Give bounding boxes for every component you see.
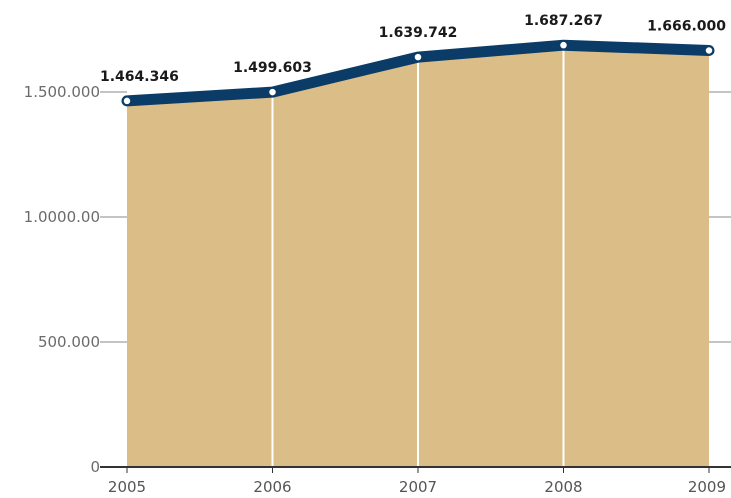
x-tick-label: 2008 bbox=[544, 478, 582, 496]
axis-layer: 0 500.000 1.0000.00 1.500.000 2005 2006 2007 20… bbox=[24, 83, 731, 496]
data-label: 1.464.346 bbox=[100, 69, 179, 85]
y-tick-label: 1.500.000 bbox=[24, 83, 100, 101]
x-tick-label: 2005 bbox=[108, 478, 146, 496]
x-tick-label: 2006 bbox=[253, 478, 291, 496]
x-tick-label: 2007 bbox=[399, 478, 437, 496]
data-point bbox=[122, 96, 132, 106]
data-point bbox=[558, 40, 569, 50]
marker-layer bbox=[122, 40, 714, 106]
data-label: 1.499.603 bbox=[233, 60, 312, 76]
data-label: 1.639.742 bbox=[379, 25, 458, 41]
data-label: 1.666.000 bbox=[647, 19, 726, 35]
y-tick-label: 500.000 bbox=[38, 333, 100, 351]
divider-layer bbox=[271, 45, 565, 467]
y-tick-label: 1.0000.00 bbox=[24, 208, 100, 226]
data-point bbox=[267, 87, 278, 97]
data-label: 1.687.267 bbox=[524, 13, 603, 29]
label-layer: 1.464.346 1.499.603 1.639.742 1.687.267 1.66… bbox=[100, 13, 726, 85]
x-tick-label: 2009 bbox=[688, 478, 726, 496]
data-point bbox=[413, 52, 423, 62]
data-point bbox=[704, 45, 714, 56]
y-tick-label: 0 bbox=[90, 458, 100, 476]
